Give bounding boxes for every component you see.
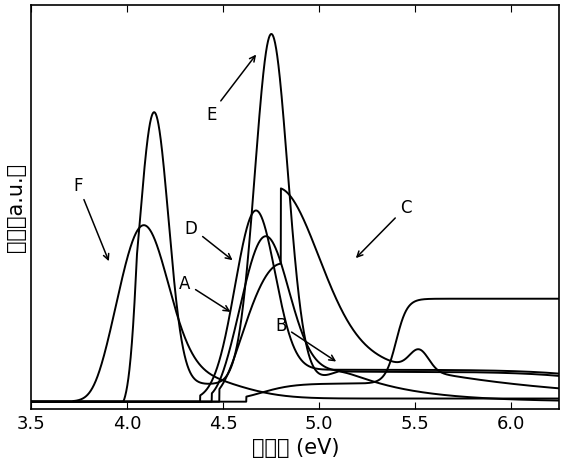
Text: B: B [275, 316, 334, 361]
Text: D: D [185, 219, 231, 260]
Y-axis label: 强度（a.u.）: 强度（a.u.） [6, 163, 25, 252]
Text: F: F [73, 177, 108, 260]
Text: C: C [357, 199, 411, 257]
Text: E: E [206, 57, 255, 123]
Text: A: A [179, 274, 229, 311]
X-axis label: 结合能 (eV): 结合能 (eV) [251, 438, 339, 457]
